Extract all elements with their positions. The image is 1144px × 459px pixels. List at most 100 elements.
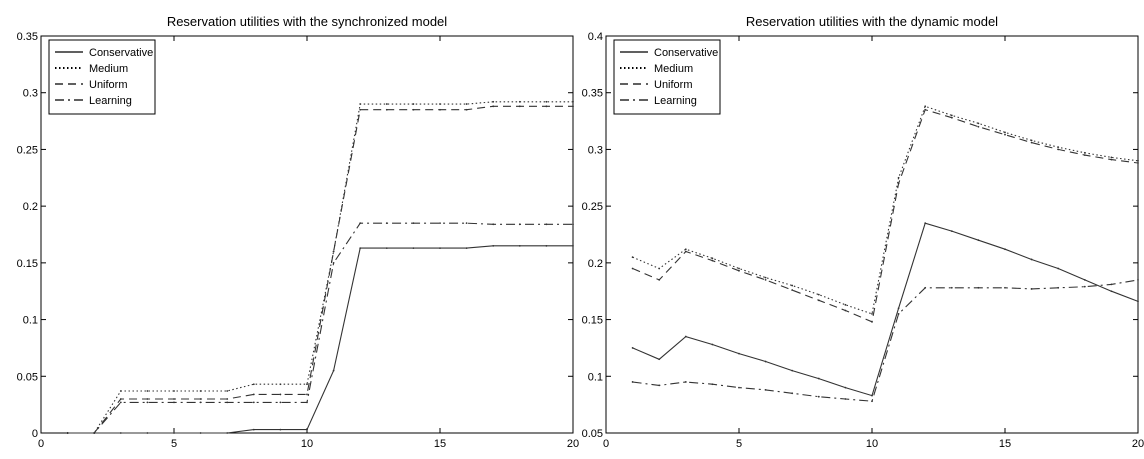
data-point [545, 100, 548, 103]
data-point [545, 244, 548, 247]
data-point [66, 432, 69, 434]
data-point [199, 390, 202, 392]
x-tick-label: 10 [866, 438, 878, 450]
data-point [359, 103, 362, 105]
data-point [252, 383, 255, 386]
data-point [226, 390, 229, 392]
x-tick-label: 5 [171, 438, 177, 450]
data-point [1083, 278, 1086, 281]
series-line-conservative [67, 245, 573, 434]
data-point [119, 401, 122, 404]
data-point [950, 116, 953, 119]
data-point [359, 222, 362, 225]
data-point [897, 307, 900, 310]
y-tick-label: 0.1 [23, 315, 38, 327]
data-point [173, 398, 175, 400]
data-point [439, 247, 441, 250]
data-point [518, 100, 521, 103]
legend-label: Learning [89, 95, 132, 107]
data-point [1110, 290, 1113, 293]
data-point [871, 313, 873, 315]
data-point [385, 247, 388, 250]
data-point [711, 257, 714, 260]
data-point [844, 309, 847, 312]
data-point [684, 381, 687, 383]
data-point [545, 223, 548, 226]
data-point [332, 369, 335, 372]
data-point [465, 108, 468, 111]
data-point [359, 108, 362, 111]
data-point [226, 401, 229, 404]
data-point [631, 381, 634, 383]
x-tick-label: 15 [999, 438, 1011, 450]
data-point [252, 393, 255, 396]
y-tick-label: 0 [32, 428, 38, 440]
series-line-conservative [632, 222, 1139, 397]
data-point [764, 360, 767, 363]
y-tick-label: 0.35 [582, 88, 603, 100]
x-tick-label: 0 [38, 438, 44, 450]
data-point [764, 278, 767, 281]
data-point [684, 335, 687, 338]
data-point [173, 401, 175, 404]
data-point [764, 388, 767, 391]
data-point [332, 250, 335, 253]
data-point [146, 401, 149, 404]
data-point [492, 100, 495, 103]
data-point [306, 428, 308, 431]
data-point [684, 248, 687, 251]
data-point [412, 103, 415, 105]
y-tick-label: 0.05 [582, 428, 603, 440]
data-point [950, 286, 953, 289]
data-point [924, 222, 927, 225]
data-point [439, 222, 441, 225]
data-point [1057, 146, 1060, 149]
x-tick-label: 15 [434, 438, 446, 450]
data-point [977, 239, 980, 242]
data-point [173, 390, 175, 392]
data-point [572, 105, 574, 108]
data-point [924, 108, 927, 111]
data-point [658, 384, 661, 387]
y-tick-label: 0.3 [588, 144, 603, 156]
data-point [897, 313, 900, 315]
x-tick-label: 0 [603, 438, 609, 450]
chart-title: Reservation utilities with the synchroni… [167, 14, 447, 29]
data-point [977, 286, 980, 289]
data-point [1030, 288, 1033, 290]
data-point [1030, 258, 1033, 261]
data-point [950, 230, 953, 232]
data-point [711, 383, 714, 386]
data-point [1004, 133, 1006, 136]
y-tick-label: 0.3 [23, 88, 38, 100]
data-point [1083, 151, 1086, 154]
y-tick-label: 0.25 [582, 201, 603, 213]
data-point [871, 394, 873, 397]
x-tick-label: 10 [301, 438, 313, 450]
data-point [631, 256, 634, 259]
data-point [572, 244, 574, 247]
data-point [844, 303, 847, 306]
data-point [518, 223, 521, 226]
legend-label: Uniform [654, 79, 693, 91]
data-point [252, 428, 255, 431]
data-point [871, 320, 873, 323]
series-line-learning [632, 279, 1139, 402]
data-point [631, 267, 634, 270]
data-point [738, 267, 740, 270]
data-point [306, 393, 308, 396]
data-point [439, 108, 441, 111]
data-point [631, 347, 634, 349]
data-point [545, 105, 548, 108]
legend-label: Medium [89, 63, 128, 75]
data-point [492, 105, 495, 108]
data-point [844, 398, 847, 400]
data-point [252, 401, 255, 404]
data-point [791, 284, 794, 287]
data-point [199, 432, 202, 434]
data-point [119, 390, 122, 392]
data-point [572, 100, 574, 103]
data-point [199, 398, 202, 400]
data-point [871, 400, 873, 403]
